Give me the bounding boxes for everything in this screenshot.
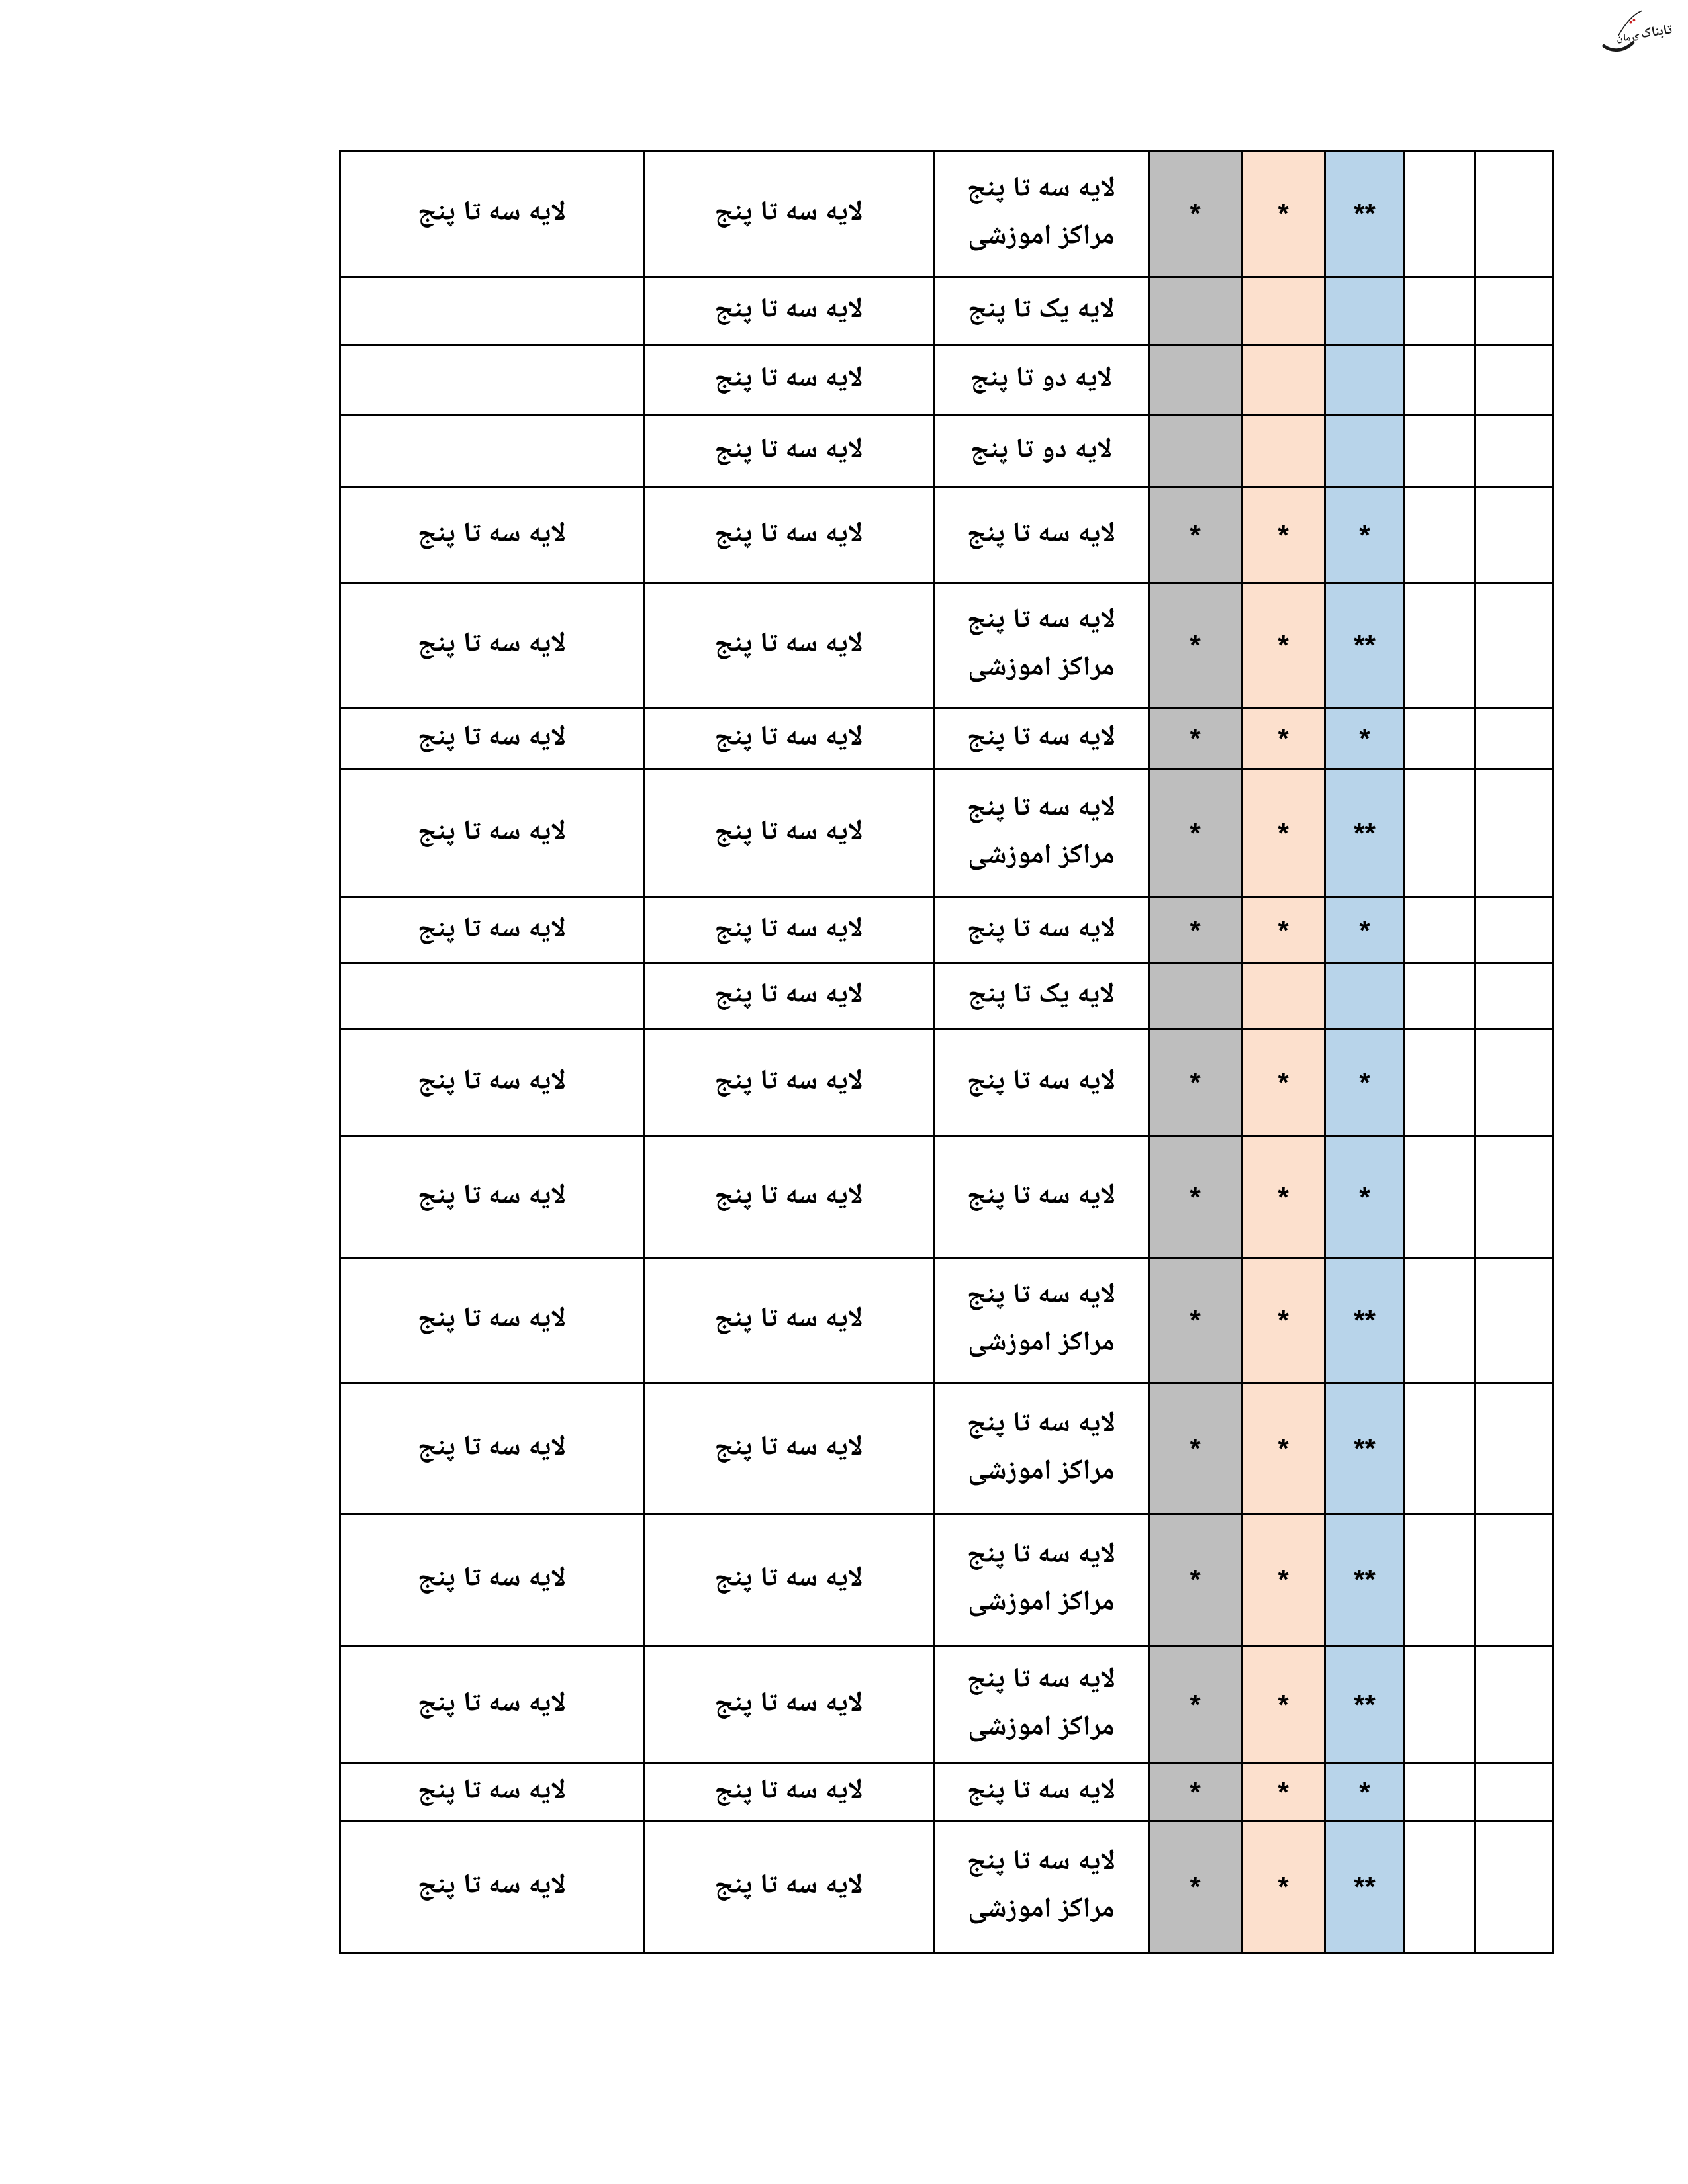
- svg-text:تابناک: تابناک: [1640, 19, 1674, 47]
- svg-text:کرمان: کرمان: [1617, 29, 1639, 47]
